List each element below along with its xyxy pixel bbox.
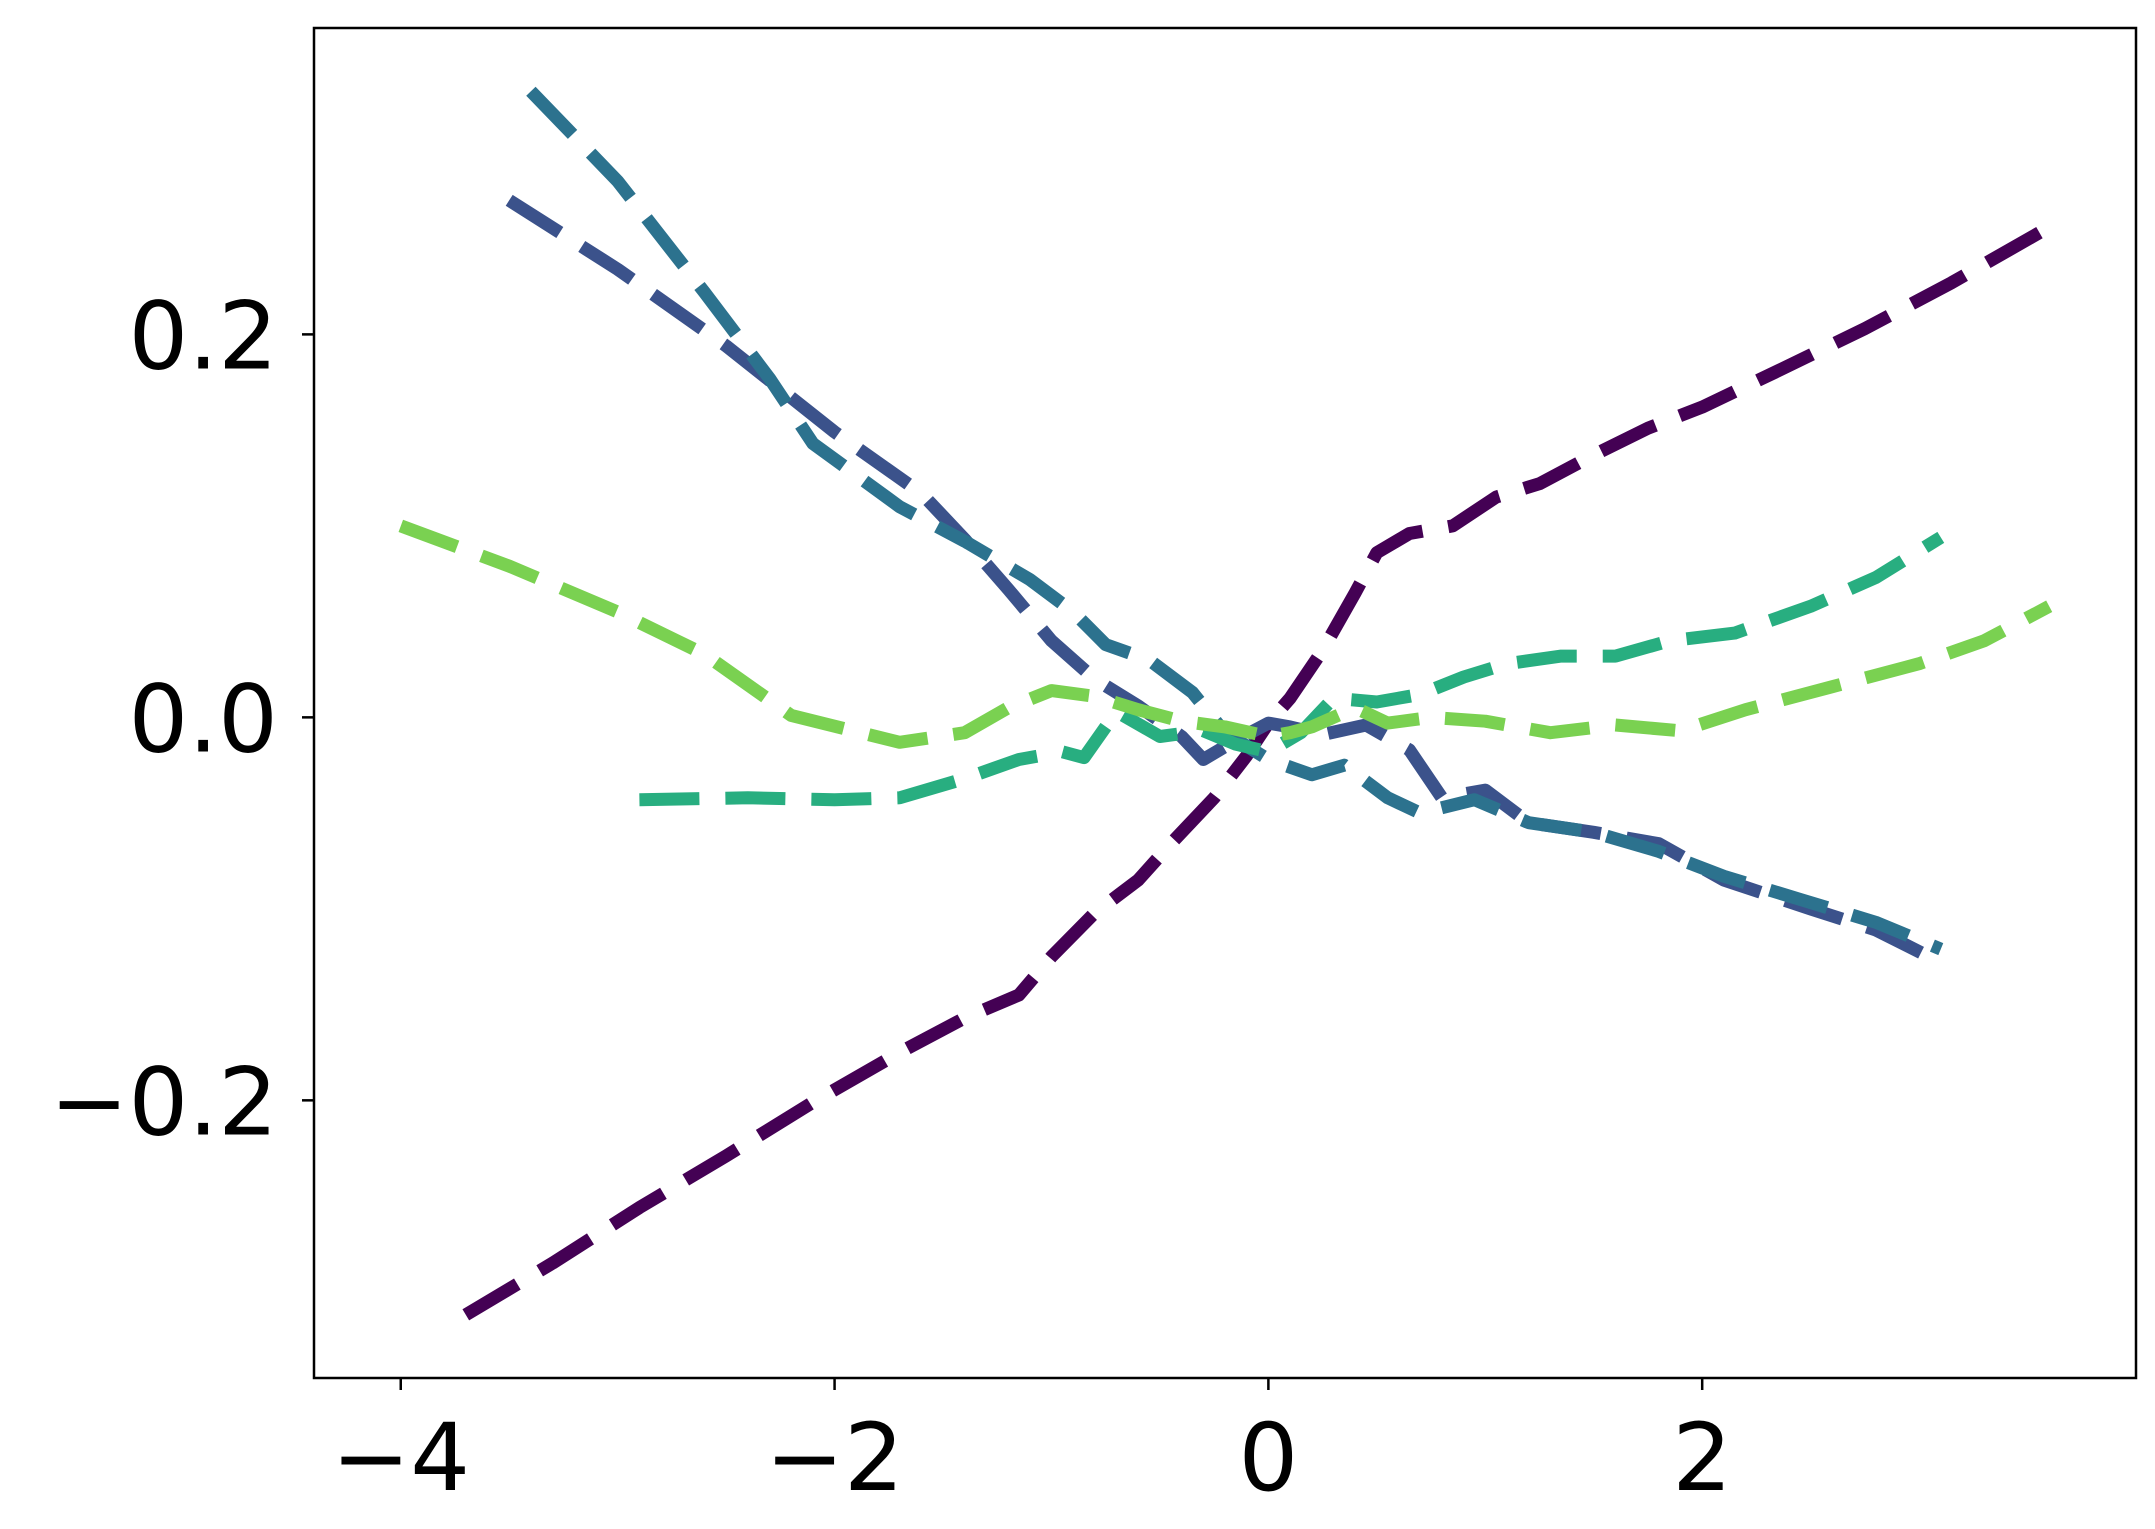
series-line-4 — [639, 531, 1945, 807]
series-line-5 — [398, 519, 2053, 749]
y-tick-label: −0.2 — [50, 1048, 278, 1157]
y-tick-label: 0.0 — [129, 665, 279, 774]
x-tick-label: −4 — [331, 1404, 470, 1513]
series-layer — [398, 86, 2053, 1321]
x-tick-label: 0 — [1238, 1404, 1298, 1513]
plot-frame — [312, 26, 2138, 1380]
x-tick-label: 2 — [1672, 1404, 1732, 1513]
y-tick-label: 0.2 — [129, 282, 279, 391]
axis-ticks: −4 −2 0 2 −0.2 0.0 0.2 — [50, 282, 1732, 1513]
x-tick-label: −2 — [765, 1404, 904, 1513]
